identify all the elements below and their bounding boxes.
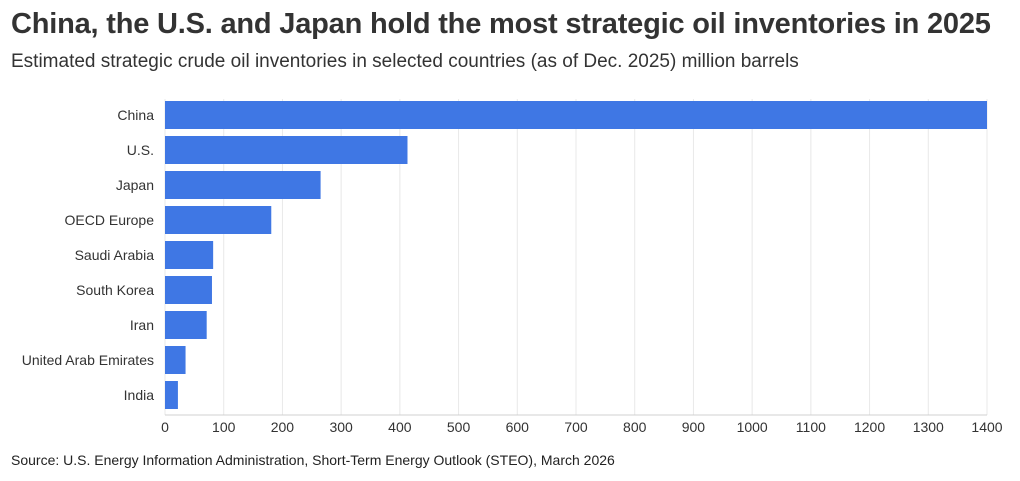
category-label: India [124, 387, 155, 403]
category-label: OECD Europe [65, 212, 155, 228]
chart-subtitle: Estimated strategic crude oil inventorie… [11, 51, 799, 72]
bar [165, 346, 186, 374]
category-label: United Arab Emirates [22, 352, 154, 368]
category-label: Saudi Arabia [75, 247, 155, 263]
category-label: China [117, 107, 154, 123]
x-tick-label: 1000 [737, 419, 768, 435]
bar [165, 311, 207, 339]
x-tick-label: 500 [447, 419, 471, 435]
x-tick-label: 1300 [913, 419, 944, 435]
bars [165, 101, 987, 409]
category-labels: China U.S. Japan OECD Europe Saudi Arabia Sou… [22, 107, 155, 403]
x-tick-label: 200 [271, 419, 295, 435]
bar [165, 171, 321, 199]
category-label: Iran [130, 317, 154, 333]
x-tick-label: 0 [161, 419, 169, 435]
x-tick-label: 100 [212, 419, 236, 435]
chart-title: China, the U.S. and Japan hold the most … [11, 8, 991, 40]
source-note: Source: U.S. Energy Information Administ… [11, 452, 615, 468]
x-tick-label: 1200 [854, 419, 885, 435]
bar [165, 381, 178, 409]
x-axis-tick-labels: 0 100 200 300 400 500 600 700 800 900 1000 1100 1200… [161, 419, 1003, 435]
bar [165, 136, 408, 164]
x-tick-label: 400 [388, 419, 412, 435]
bar [165, 276, 212, 304]
category-label: U.S. [127, 142, 154, 158]
bar [165, 241, 214, 269]
category-label: South Korea [76, 282, 154, 298]
bar [165, 206, 272, 234]
x-tick-label: 1400 [971, 419, 1002, 435]
category-label: Japan [116, 177, 154, 193]
x-tick-label: 1100 [796, 419, 826, 435]
bar [165, 101, 987, 129]
x-tick-label: 700 [564, 419, 588, 435]
x-tick-label: 600 [506, 419, 530, 435]
x-tick-label: 800 [623, 419, 647, 435]
x-tick-label: 900 [682, 419, 706, 435]
x-tick-label: 300 [329, 419, 353, 435]
